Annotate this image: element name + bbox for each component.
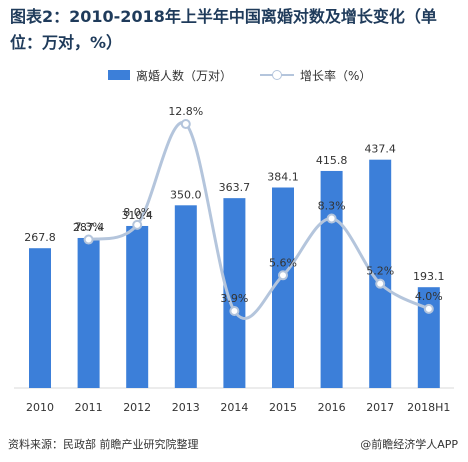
bar-2017 (369, 159, 392, 388)
growth-label-2012: 8.0% (123, 206, 151, 219)
bar-value-label-2017: 437.4 (364, 143, 396, 156)
legend-swatch-bar (108, 70, 130, 80)
x-tick-label-2014: 2014 (220, 401, 248, 414)
growth-label-2017: 5.2% (366, 265, 394, 278)
growth-label-2013: 12.8% (168, 105, 203, 118)
legend: 离婚人数（万对） 增长率（%） (0, 64, 468, 86)
legend-label-bars: 离婚人数（万对） (136, 68, 233, 83)
bar-2016 (320, 170, 343, 388)
bar-2011 (77, 237, 100, 388)
x-tick-label-2018H1: 2018H1 (407, 401, 450, 414)
x-tick-label-2013: 2013 (172, 401, 200, 414)
bar-value-label-2018H1: 193.1 (413, 270, 445, 283)
footer: 资料来源：民政部 前瞻产业研究院整理 @前瞻经济学人APP (0, 434, 468, 454)
bar-2013 (174, 205, 197, 388)
bar-value-label-2015: 384.1 (267, 170, 299, 183)
growth-label-2016: 8.3% (318, 200, 346, 213)
source-note: 资料来源：民政部 前瞻产业研究院整理 (8, 438, 199, 451)
legend-label-line: 增长率（%） (300, 68, 372, 83)
bar-value-label-2012: 310.4 (121, 209, 153, 222)
growth-label-2014: 3.9% (220, 292, 248, 305)
growth-label-2015: 5.6% (269, 256, 297, 269)
legend-item-line: 增长率（%） (260, 64, 371, 86)
bar-value-label-2013: 350.0 (170, 188, 202, 201)
bar-2015 (272, 187, 294, 388)
x-tick-label-2017: 2017 (366, 401, 394, 414)
x-tick-label-2011: 2011 (75, 401, 103, 414)
bar-value-label-2014: 363.7 (219, 181, 251, 194)
bar-2010 (29, 248, 51, 388)
growth-point-2018H1 (423, 303, 434, 314)
bar-value-label-2016: 415.8 (316, 154, 348, 167)
chart-title: 图表2：2010-2018年上半年中国离婚对数及增长变化（单位：万对，%） (10, 7, 437, 52)
growth-point-2012 (132, 219, 143, 230)
growth-label-2018H1: 4.0% (415, 290, 443, 303)
legend-item-bars: 离婚人数（万对） (108, 64, 232, 86)
x-tick-label-2010: 2010 (26, 401, 54, 414)
growth-line (87, 121, 431, 320)
growth-label-2011: 7.3% (75, 221, 103, 234)
bar-value-label-2011: 287.4 (73, 221, 105, 234)
growth-point-2011 (83, 234, 94, 245)
bar-2018H1 (417, 287, 440, 388)
growth-point-2013 (180, 119, 191, 129)
growth-point-2014 (229, 306, 240, 316)
bar-2014 (223, 198, 246, 388)
legend-swatch-line (260, 70, 294, 80)
x-tick-label-2012: 2012 (123, 401, 151, 414)
brand-credit: @前瞻经济学人APP (360, 438, 458, 451)
x-tick-label-2016: 2016 (318, 401, 346, 414)
growth-point-2016 (326, 213, 337, 224)
growth-point-2015 (278, 270, 288, 281)
bar-value-label-2010: 267.8 (24, 231, 56, 244)
x-tick-label-2015: 2015 (269, 401, 297, 414)
growth-point-2017 (375, 278, 386, 289)
chart-plot: 267.8 287.4 310.4 350.0 363.7 384.1 415.8 437.4… (14, 105, 454, 414)
bar-2012 (126, 225, 149, 388)
